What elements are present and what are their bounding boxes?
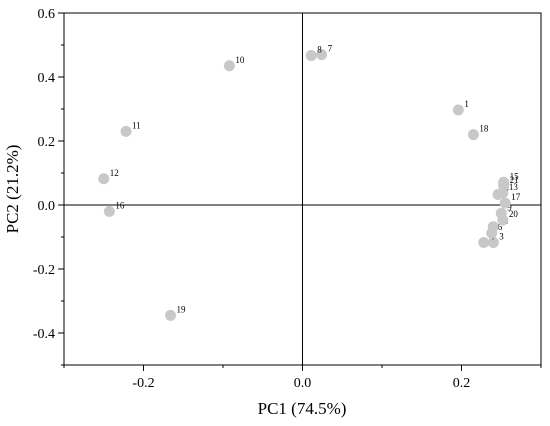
x-tick-label: -0.2	[132, 376, 154, 391]
y-tick-label: 0.4	[38, 71, 56, 86]
data-point-label: 9	[507, 202, 512, 212]
y-tick-label: -0.4	[33, 327, 55, 342]
data-point	[497, 214, 509, 226]
data-point	[316, 49, 328, 61]
data-point-label: 1	[464, 99, 469, 109]
x-axis-title: PC1 (74.5%)	[258, 399, 347, 418]
reference-lines	[64, 13, 541, 365]
data-point-label: 11	[132, 120, 141, 130]
x-tick-label: 0.2	[453, 376, 471, 391]
data-point-label: 8	[317, 45, 322, 55]
x-axis-ticks: -0.2 0.0 0.2	[63, 365, 542, 391]
x-tick-label: 0.0	[294, 376, 312, 391]
data-point-label: 15	[510, 171, 520, 181]
y-axis-title: PC2 (21.2%)	[3, 145, 22, 234]
data-point-label: 10	[235, 55, 245, 65]
data-point	[305, 50, 317, 62]
data-point	[499, 197, 511, 209]
data-point-label: 13	[509, 182, 518, 192]
data-point	[103, 205, 115, 217]
data-point-label: 20	[509, 209, 518, 219]
data-point	[498, 180, 510, 192]
data-point-label: 12	[110, 168, 119, 178]
y-tick-label: 0.2	[38, 135, 56, 150]
data-point-label: 3	[499, 231, 504, 241]
y-tick-label: 0.0	[38, 199, 56, 214]
data-point-label: 17	[511, 192, 520, 202]
data-point	[487, 236, 499, 248]
data-point	[165, 309, 177, 321]
data-point	[467, 129, 479, 141]
data-point	[120, 125, 132, 137]
data-point	[487, 221, 499, 233]
y-axis-ticks: -0.4 -0.2 0.0 0.2 0.4 0.6	[33, 7, 64, 366]
y-tick-label: 0.6	[38, 7, 56, 22]
data-point-label: 16	[115, 200, 125, 210]
data-point	[98, 173, 110, 185]
data-point-label: 7	[328, 44, 333, 54]
data-points: 13456789101112131415161718192021	[98, 44, 521, 321]
data-point-label: 18	[479, 124, 489, 134]
data-point-label: 6	[498, 222, 503, 232]
data-point-label: 19	[177, 304, 187, 314]
data-point-label: 21	[510, 175, 519, 185]
y-tick-label: -0.2	[33, 263, 55, 278]
data-point	[452, 104, 464, 116]
data-point	[478, 236, 490, 248]
data-point	[223, 60, 235, 72]
